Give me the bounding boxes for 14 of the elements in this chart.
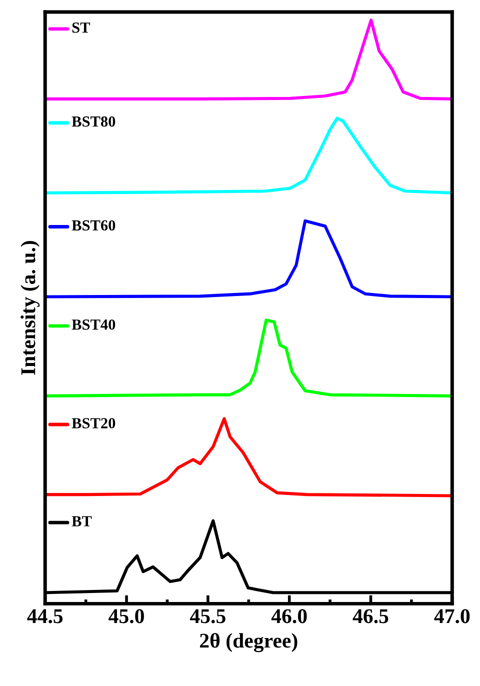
legend-label: BST40 — [72, 319, 116, 330]
x-tick-label: 46.0 — [271, 609, 307, 624]
x-tick-label: 47.0 — [434, 609, 470, 624]
x-tick-label: 45.0 — [108, 609, 144, 624]
legend-label: BST20 — [72, 418, 116, 428]
legend-label: BST80 — [72, 116, 116, 127]
legend-label: ST — [72, 22, 90, 33]
x-tick-label: 44.5 — [27, 609, 63, 624]
y-axis-title: Intensity (a. u.) — [20, 241, 40, 375]
legend-label: BT — [72, 516, 92, 526]
x-tick-label: 45.5 — [190, 609, 226, 624]
x-tick-label: 46.5 — [352, 609, 388, 624]
legend-label: BST60 — [72, 220, 116, 231]
x-axis-title: 2θ (degree) — [200, 632, 298, 652]
